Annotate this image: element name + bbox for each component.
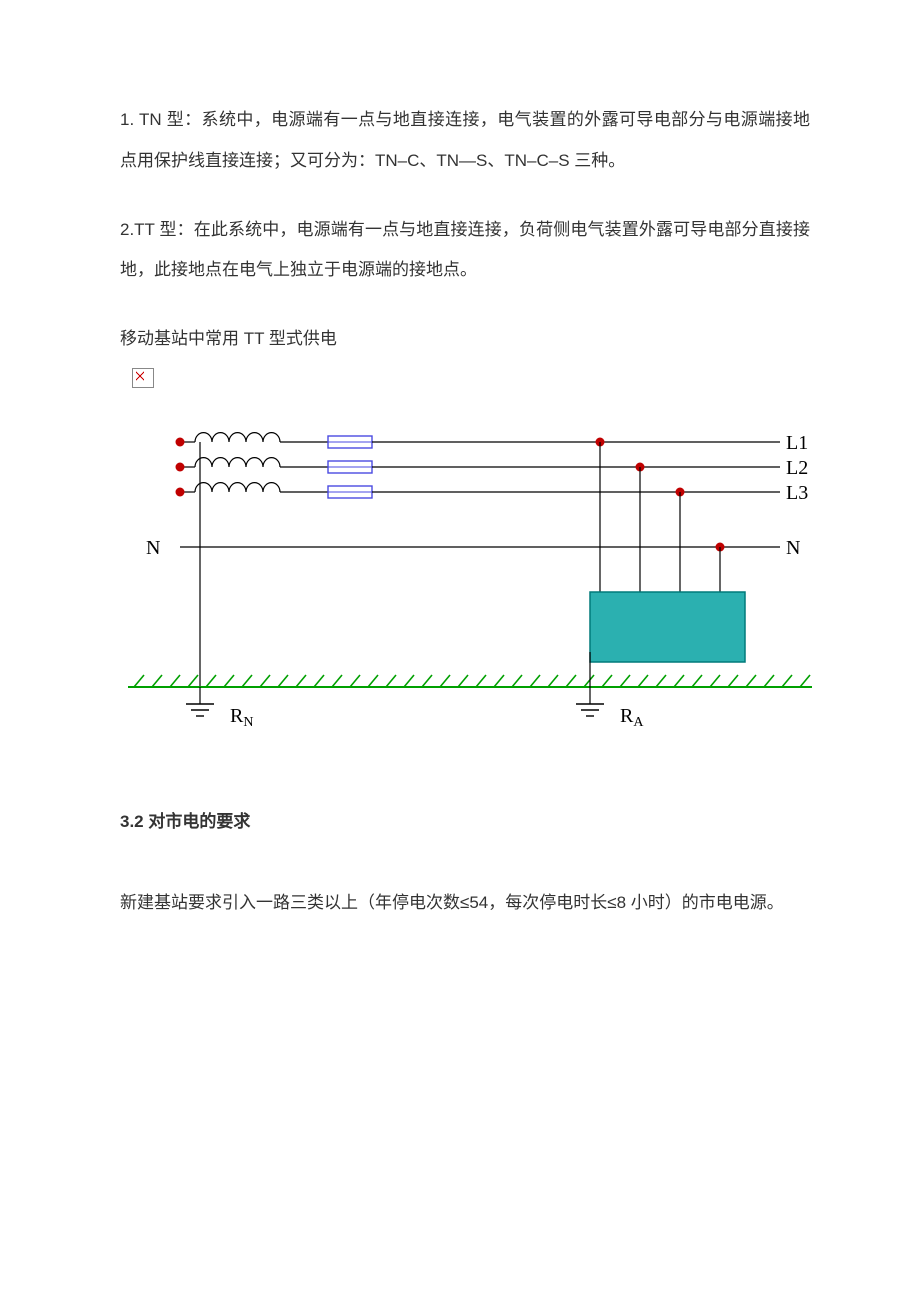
document-page: 1. TN 型：系统中，电源端有一点与地直接连接，电气装置的外露可导电部分与电源… bbox=[0, 0, 920, 1031]
svg-text:L1: L1 bbox=[786, 432, 808, 454]
paragraph-tn: 1. TN 型：系统中，电源端有一点与地直接连接，电气装置的外露可导电部分与电源… bbox=[120, 100, 810, 182]
svg-text:L3: L3 bbox=[786, 482, 808, 504]
diagram-caption: 移动基站中常用 TT 型式供电 bbox=[120, 319, 810, 360]
paragraph-requirement: 新建基站要求引入一路三类以上（年停电次数≤54，每次停电时长≤8 小时）的市电电… bbox=[120, 883, 810, 924]
svg-text:N: N bbox=[146, 537, 160, 559]
svg-text:N: N bbox=[786, 537, 800, 559]
svg-text:L2: L2 bbox=[786, 457, 808, 479]
paragraph-tt: 2.TT 型：在此系统中，电源端有一点与地直接连接，负荷侧电气装置外露可导电部分… bbox=[120, 210, 810, 292]
svg-text:RN: RN bbox=[230, 705, 253, 730]
diagram-svg: L1 L2 L3 N N RN RA bbox=[120, 412, 820, 762]
tt-system-diagram: L1 L2 L3 N N RN RA bbox=[120, 412, 810, 762]
svg-text:RA: RA bbox=[620, 705, 644, 730]
section-heading-3-2: 3.2 对市电的要求 bbox=[120, 802, 810, 843]
broken-image-icon bbox=[132, 368, 154, 388]
